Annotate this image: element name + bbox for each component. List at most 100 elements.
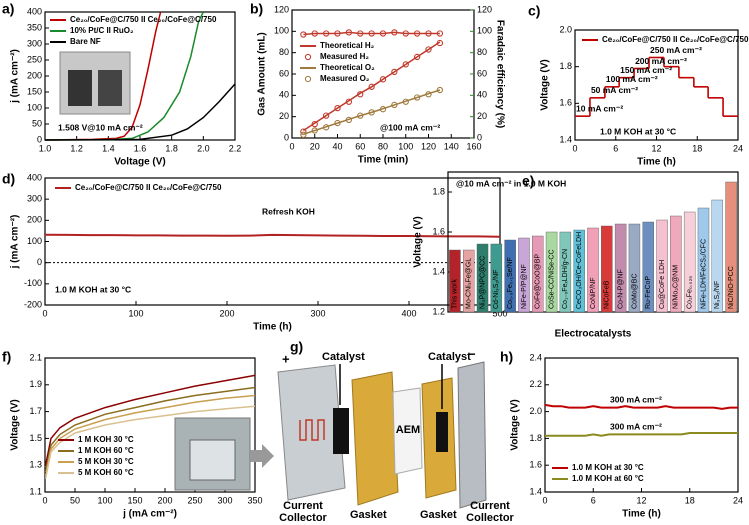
x-tick-label: 400: [401, 308, 416, 318]
annotation: 250 mA cm⁻²: [650, 45, 702, 55]
marker: [322, 124, 330, 131]
bar: [449, 249, 461, 313]
legend-label: 1.0 M KOH at 60 °C: [572, 474, 644, 483]
marker: [334, 104, 341, 112]
series-line: [44, 233, 501, 238]
marker: [322, 30, 330, 37]
x-tick-label: 6: [591, 495, 596, 505]
legend-label: 5 M KOH 60 °C: [78, 468, 134, 477]
y-tick-label: 80: [477, 47, 487, 57]
marker: [345, 116, 353, 124]
bar: [587, 227, 599, 313]
collector-label: Current Collector: [466, 500, 514, 524]
y-tick-label: 350: [27, 22, 42, 32]
y-tick-label: 120: [477, 4, 492, 14]
y-tick-label: 300: [27, 194, 42, 204]
bar: [628, 223, 641, 313]
y-tick-label: -200: [24, 299, 42, 309]
marker: [357, 30, 364, 37]
marker: [391, 68, 398, 76]
x-axis-title: Time (h): [253, 322, 292, 333]
x-tick-label: 160: [466, 141, 481, 151]
bar: [656, 219, 668, 313]
x-tick-label: 100: [398, 141, 413, 151]
marker: [379, 76, 387, 83]
y-tick-label: 100: [477, 26, 492, 36]
y-axis-title: Voltage (V): [510, 399, 521, 450]
panel-label: e): [522, 173, 534, 189]
y-tick-label: 1.4: [432, 266, 445, 276]
y-tick-label: 1.8: [559, 61, 572, 71]
marker: [345, 29, 353, 36]
annotation: Refresh KOH: [262, 206, 315, 216]
annotation: 150 mA cm⁻²: [620, 65, 672, 75]
y-tick-label: 2.4: [529, 352, 542, 362]
y-tick-label: 1.6: [529, 460, 542, 470]
panel-label: h): [500, 349, 513, 365]
y-tick-label: 1.8: [529, 433, 542, 443]
y2-axis-title: Faradaic efficiency (%): [494, 20, 505, 128]
y-tick-label: 60: [477, 68, 487, 78]
y-tick-label: 40: [477, 90, 487, 100]
bar: [670, 215, 682, 313]
x-tick-label: 18: [685, 495, 695, 505]
bar: [504, 239, 516, 313]
bar-label: CoFe@CoO@BP: [535, 254, 542, 309]
bar: [725, 181, 737, 313]
bar: [532, 235, 544, 313]
x-tick-label: 100: [128, 308, 143, 318]
x-tick-label: 18: [692, 143, 702, 153]
legend-label: Ce₂₀/CoFe@C/750 II Ce₂₀/CoFe@C/750: [70, 15, 217, 24]
bar-label: CoSe-CC/NiSe-CC: [548, 249, 555, 309]
bar: [642, 221, 654, 313]
series-line: [303, 89, 441, 136]
marker: [391, 101, 398, 109]
x-axis-title: j (mA cm⁻²): [122, 509, 177, 520]
marker: [300, 131, 307, 138]
marker: [425, 91, 432, 98]
panel-label: d): [2, 171, 15, 187]
bar: [573, 229, 585, 313]
x-tick-label: 0: [42, 495, 47, 505]
y-tick-label: 1.1: [29, 486, 42, 496]
y-axis-title: Voltage (V): [10, 399, 21, 450]
bar: [476, 243, 489, 313]
y-tick-label: 300: [27, 38, 42, 48]
legend-label: 10% Pt/C II RuO₂: [70, 26, 134, 35]
y-tick-label: 60: [279, 68, 289, 78]
legend-label: Ce₂₀/CoFe@C/750 II Ce₂₀/CoFe@C/750: [75, 183, 222, 192]
bar: [518, 237, 530, 313]
marker: [311, 30, 318, 37]
legend-label: 1.0 M KOH at 30 °C: [572, 463, 644, 472]
marker: [436, 30, 444, 37]
x-tick-label: 12: [636, 495, 646, 505]
y-tick-label: 20: [477, 111, 487, 121]
y-tick-label: 1.4: [559, 134, 572, 144]
y-tick-label: 0: [37, 134, 42, 144]
marker: [334, 30, 341, 37]
marker: [436, 39, 444, 47]
x-tick-label: 0: [42, 308, 47, 318]
bar-label: Co₂Fe₀.₀₂₅: [687, 276, 694, 309]
x-tick-label: 60: [355, 141, 365, 151]
bar-label: NiCoFeB: [604, 280, 611, 309]
bar: [711, 199, 724, 313]
marker: [368, 83, 375, 90]
series-line: [44, 405, 256, 479]
marker: [425, 30, 432, 37]
series-line: [545, 432, 738, 437]
y-tick-label: -100: [24, 278, 42, 288]
annotation: 1.508 V@10 mA cm⁻²: [58, 122, 143, 132]
annotation: 100 mA cm⁻²: [606, 74, 658, 84]
panel-label: b): [250, 1, 263, 17]
y-tick-label: 2.2: [529, 379, 542, 389]
y-tick-label: 100: [27, 102, 42, 112]
x-tick-label: 1.0: [39, 143, 52, 153]
bar-label: Cd-Ni₃S₂/NF: [493, 270, 500, 309]
x-tick-label: 2.0: [197, 143, 210, 153]
bar-label: Ru-FeCoP: [645, 276, 652, 309]
y-axis-title: Voltage (V): [413, 216, 424, 267]
y-tick-label: 150: [27, 86, 42, 96]
y-tick-label: 1.5: [29, 433, 42, 443]
